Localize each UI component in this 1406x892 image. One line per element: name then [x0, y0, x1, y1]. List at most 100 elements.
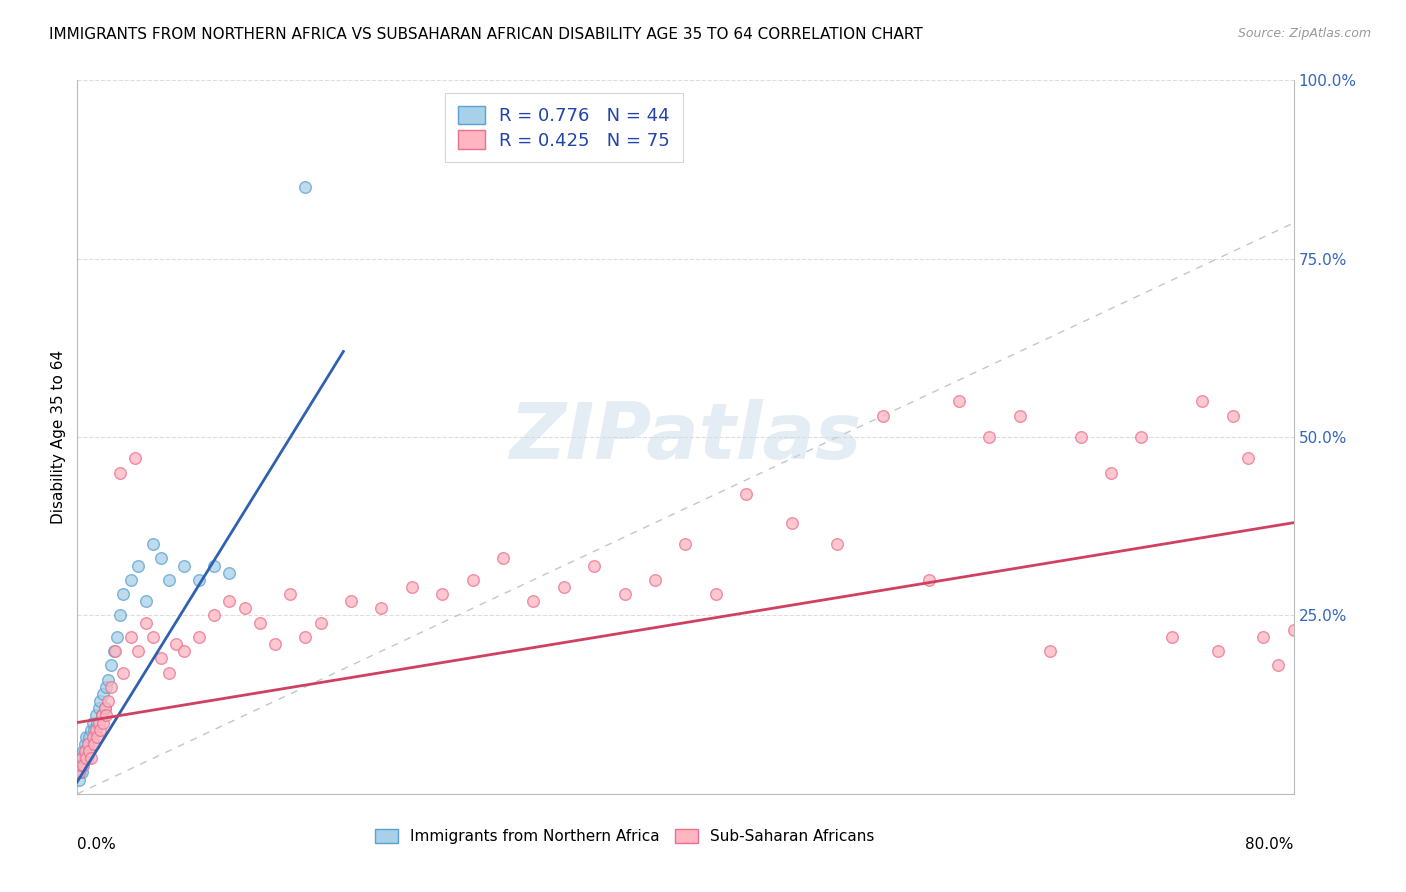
Point	[93, 701, 115, 715]
Point	[294, 630, 316, 644]
Point	[72, 744, 94, 758]
Point	[73, 744, 96, 758]
Point	[218, 594, 240, 608]
Point	[82, 715, 104, 730]
Legend: R = 0.776   N = 44, R = 0.425   N = 75: R = 0.776 N = 44, R = 0.425 N = 75	[446, 93, 682, 162]
Point	[188, 630, 211, 644]
Point	[79, 744, 101, 758]
Point	[69, 758, 91, 772]
Point	[82, 730, 104, 744]
Point	[553, 580, 575, 594]
Point	[583, 558, 606, 573]
Point	[96, 708, 118, 723]
Point	[827, 537, 849, 551]
Point	[70, 751, 93, 765]
Point	[675, 537, 697, 551]
Point	[202, 558, 225, 573]
Point	[173, 558, 195, 573]
Point	[135, 594, 157, 608]
Point	[613, 587, 636, 601]
Point	[93, 701, 115, 715]
Point	[69, 765, 91, 780]
Text: 0.0%: 0.0%	[77, 837, 117, 852]
Point	[157, 573, 180, 587]
Text: 80.0%: 80.0%	[1246, 837, 1294, 852]
Point	[165, 637, 187, 651]
Point	[309, 615, 332, 630]
Point	[111, 587, 134, 601]
Point	[89, 694, 111, 708]
Point	[120, 573, 142, 587]
Point	[218, 566, 240, 580]
Point	[135, 615, 157, 630]
Point	[492, 551, 515, 566]
Point	[124, 451, 146, 466]
Point	[149, 651, 172, 665]
Y-axis label: Disability Age 35 to 64: Disability Age 35 to 64	[51, 350, 66, 524]
Point	[73, 737, 96, 751]
Text: ZIPatlas: ZIPatlas	[509, 399, 862, 475]
Point	[188, 573, 211, 587]
Point	[79, 744, 101, 758]
Point	[461, 573, 484, 587]
Point	[75, 744, 97, 758]
Point	[91, 715, 114, 730]
Point	[340, 594, 363, 608]
Point	[86, 730, 108, 744]
Point	[111, 665, 134, 680]
Point	[780, 516, 803, 530]
Point	[90, 708, 112, 723]
Point	[84, 723, 107, 737]
Point	[1206, 644, 1229, 658]
Point	[104, 644, 127, 658]
Point	[1039, 644, 1062, 658]
Point	[522, 594, 544, 608]
Point	[233, 601, 256, 615]
Text: IMMIGRANTS FROM NORTHERN AFRICA VS SUBSAHARAN AFRICAN DISABILITY AGE 35 TO 64 CO: IMMIGRANTS FROM NORTHERN AFRICA VS SUBSA…	[49, 27, 922, 42]
Point	[73, 751, 96, 765]
Point	[294, 180, 316, 194]
Point	[70, 751, 93, 765]
Point	[1191, 394, 1213, 409]
Point	[72, 758, 94, 772]
Point	[157, 665, 180, 680]
Point	[75, 751, 97, 765]
Point	[91, 687, 114, 701]
Point	[735, 487, 758, 501]
Point	[1070, 430, 1092, 444]
Point	[100, 680, 122, 694]
Point	[96, 680, 118, 694]
Point	[87, 701, 110, 715]
Point	[97, 694, 120, 708]
Point	[1237, 451, 1260, 466]
Point	[108, 608, 131, 623]
Point	[75, 730, 97, 744]
Point	[1222, 409, 1244, 423]
Point	[83, 737, 105, 751]
Point	[105, 630, 128, 644]
Point	[1130, 430, 1153, 444]
Point	[100, 658, 122, 673]
Text: Source: ZipAtlas.com: Source: ZipAtlas.com	[1237, 27, 1371, 40]
Point	[77, 737, 100, 751]
Point	[70, 765, 93, 780]
Point	[67, 765, 90, 780]
Point	[127, 558, 149, 573]
Point	[127, 644, 149, 658]
Point	[1161, 630, 1184, 644]
Point	[249, 615, 271, 630]
Point	[108, 466, 131, 480]
Point	[79, 730, 101, 744]
Point	[432, 587, 454, 601]
Point	[90, 708, 112, 723]
Point	[87, 715, 110, 730]
Point	[142, 537, 165, 551]
Point	[1251, 630, 1274, 644]
Point	[67, 772, 90, 787]
Point	[80, 723, 103, 737]
Point	[401, 580, 423, 594]
Point	[948, 394, 970, 409]
Point	[1282, 623, 1305, 637]
Point	[704, 587, 727, 601]
Point	[278, 587, 301, 601]
